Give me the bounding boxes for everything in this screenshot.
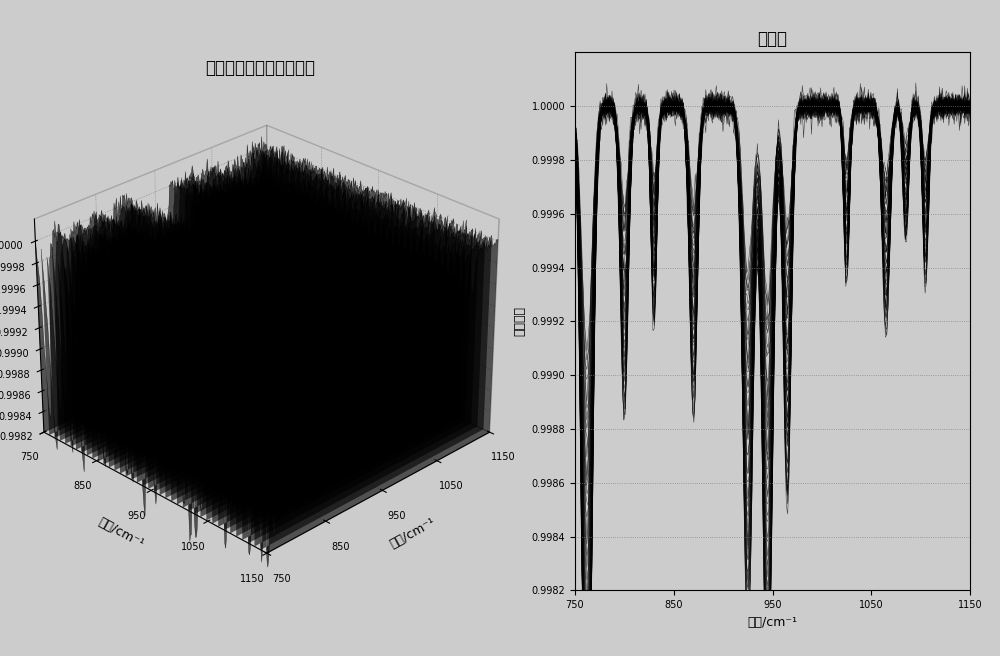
- X-axis label: 波数/cm⁻¹: 波数/cm⁻¹: [748, 616, 798, 628]
- Title: 同步光谱相关系数立体图: 同步光谱相关系数立体图: [205, 60, 315, 77]
- X-axis label: 波数/cm⁻¹: 波数/cm⁻¹: [388, 515, 438, 550]
- Y-axis label: 相关系数: 相关系数: [513, 306, 526, 337]
- Y-axis label: 波数/cm⁻¹: 波数/cm⁻¹: [96, 515, 146, 550]
- Title: 投影图: 投影图: [758, 30, 788, 48]
